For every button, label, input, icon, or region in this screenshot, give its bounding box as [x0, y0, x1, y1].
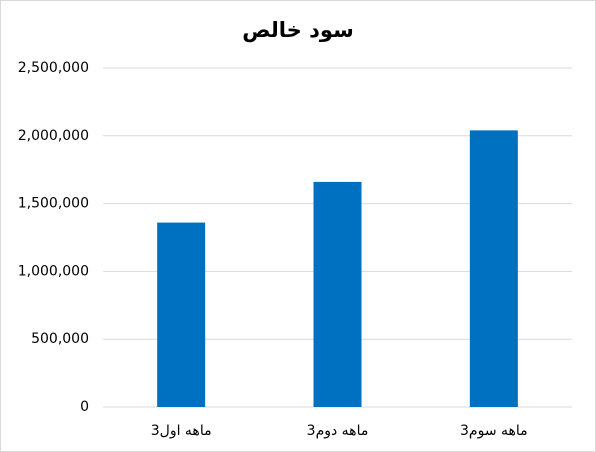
y-tick-label: 0 — [80, 399, 89, 415]
y-tick-label: 1,000,000 — [18, 263, 89, 279]
bar — [313, 181, 362, 407]
bar — [157, 222, 206, 407]
bar — [469, 130, 518, 407]
x-tick-label: 3ماهه دوم — [307, 423, 369, 439]
x-tick-label: 3ماهه اول — [151, 423, 212, 439]
y-tick-label: 1,500,000 — [18, 196, 89, 212]
y-tick-label: 2,000,000 — [18, 128, 89, 144]
x-tick-label: 3ماهه سوم — [460, 423, 528, 439]
y-tick-label: 500,000 — [31, 331, 89, 347]
chart-title: سود خالص — [242, 18, 353, 42]
y-tick-label: 2,500,000 — [18, 60, 89, 76]
